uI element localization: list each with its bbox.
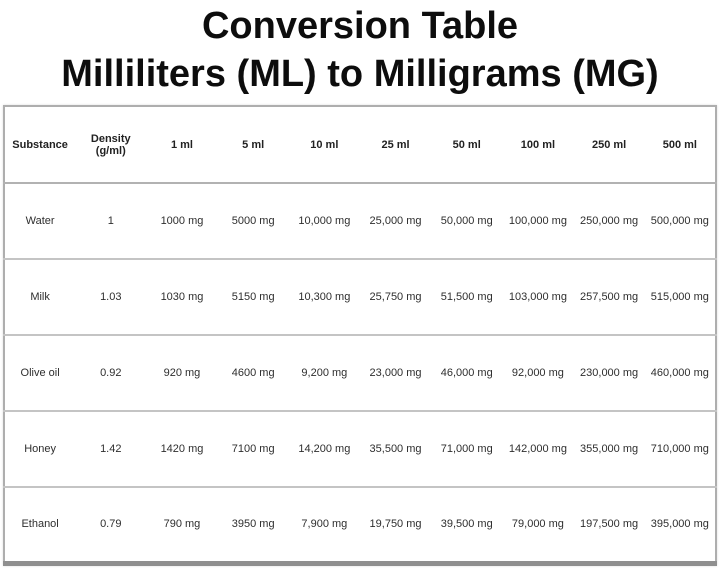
page-title-line1: Conversion Table: [201, 5, 519, 47]
column-header-100-ml: 100 ml: [520, 138, 556, 151]
header-row: Substance Density (g/ml) 1 ml 5 ml 10 ml 25 m…: [4, 106, 716, 183]
value-cell: 1.42: [100, 443, 122, 455]
value-cell: 23,000 mg: [369, 367, 422, 379]
value-cell: 710,000 mg: [650, 443, 709, 455]
table-row-milk: Milk 1.03 1030 mg 5150 mg 10,300 mg 25,750 mg…: [4, 259, 716, 335]
value-cell: 1030 mg: [160, 291, 204, 303]
column-header-10-ml: 10 ml: [310, 138, 339, 151]
column-header-250-ml: 250 ml: [591, 138, 627, 151]
value-cell: 7100 mg: [231, 443, 275, 455]
conversion-table-body: Water 1 1000 mg 5000 mg 10,000 mg 25,000 mg 50…: [4, 183, 716, 563]
column-header-25-ml: 25 ml: [381, 138, 410, 151]
page-title-line2: Milliliters (ML) to Milligrams (MG): [61, 53, 659, 95]
table-row-ethanol: Ethanol 0.79 790 mg 3950 mg 7,900 mg 19,750 m…: [4, 487, 716, 563]
column-header-50-ml: 50 ml: [452, 138, 481, 151]
column-header-density-g-ml: Density (g/ml): [90, 132, 131, 157]
conversion-table-header: Substance Density (g/ml) 1 ml 5 ml 10 ml 25 m…: [4, 106, 716, 183]
page-title: Conversion Table Milliliters (ML) to Mil…: [0, 0, 720, 98]
value-cell: 50,000 mg: [440, 215, 493, 227]
value-cell: 79,000 mg: [511, 518, 564, 531]
value-cell: 100,000 mg: [508, 215, 567, 227]
value-cell: 71,000 mg: [440, 443, 493, 455]
value-cell: 197,500 mg: [580, 518, 639, 531]
value-cell: 35,500 mg: [369, 443, 422, 455]
substance-cell: Ethanol: [21, 518, 59, 531]
substance-cell: Milk: [30, 291, 50, 303]
value-cell: 500,000 mg: [650, 215, 709, 227]
value-cell: 515,000 mg: [650, 291, 709, 303]
value-cell: 51,500 mg: [440, 291, 493, 303]
table-row-olive-oil: Olive oil 0.92 920 mg 4600 mg 9,200 mg 23,000…: [4, 335, 716, 411]
value-cell: 395,000 mg: [650, 518, 709, 531]
value-cell: 1000 mg: [160, 215, 204, 227]
column-header-5-ml: 5 ml: [242, 138, 265, 151]
value-cell: 7,900 mg: [301, 518, 348, 531]
substance-cell: Olive oil: [20, 367, 60, 379]
conversion-table: Substance Density (g/ml) 1 ml 5 ml 10 ml 25 m…: [3, 105, 717, 566]
value-cell: 460,000 mg: [650, 367, 709, 379]
value-cell: 5150 mg: [231, 291, 275, 303]
value-cell: 257,500 mg: [580, 291, 639, 303]
value-cell: 230,000 mg: [580, 367, 639, 379]
value-cell: 250,000 mg: [580, 215, 639, 227]
value-cell: 14,200 mg: [298, 443, 351, 455]
substance-cell: Honey: [24, 443, 56, 455]
value-cell: 5000 mg: [231, 215, 275, 227]
value-cell: 0.79: [100, 518, 122, 531]
value-cell: 4600 mg: [231, 367, 275, 379]
table-row-honey: Honey 1.42 1420 mg 7100 mg 14,200 mg 35,500 m…: [4, 411, 716, 487]
column-header-substance: Substance: [12, 138, 68, 151]
value-cell: 103,000 mg: [508, 291, 567, 303]
value-cell: 1420 mg: [160, 443, 204, 455]
value-cell: 1: [107, 215, 114, 227]
value-cell: 355,000 mg: [580, 443, 639, 455]
value-cell: 92,000 mg: [511, 367, 564, 379]
column-header-500-ml: 500 ml: [662, 138, 697, 151]
value-cell: 142,000 mg: [508, 443, 567, 455]
value-cell: 0.92: [100, 367, 122, 379]
substance-cell: Water: [25, 215, 55, 227]
value-cell: 790 mg: [163, 518, 201, 531]
column-header-1-ml: 1 ml: [170, 138, 193, 151]
value-cell: 25,750 mg: [369, 291, 422, 303]
value-cell: 39,500 mg: [440, 518, 493, 531]
value-cell: 19,750 mg: [369, 518, 422, 531]
value-cell: 920 mg: [163, 367, 201, 379]
value-cell: 9,200 mg: [301, 367, 348, 379]
value-cell: 3950 mg: [231, 518, 275, 531]
table-row-water: Water 1 1000 mg 5000 mg 10,000 mg 25,000 mg 50…: [4, 183, 716, 259]
value-cell: 10,300 mg: [298, 291, 351, 303]
value-cell: 10,000 mg: [298, 215, 351, 227]
value-cell: 1.03: [100, 291, 122, 303]
value-cell: 46,000 mg: [440, 367, 493, 379]
value-cell: 25,000 mg: [369, 215, 422, 227]
